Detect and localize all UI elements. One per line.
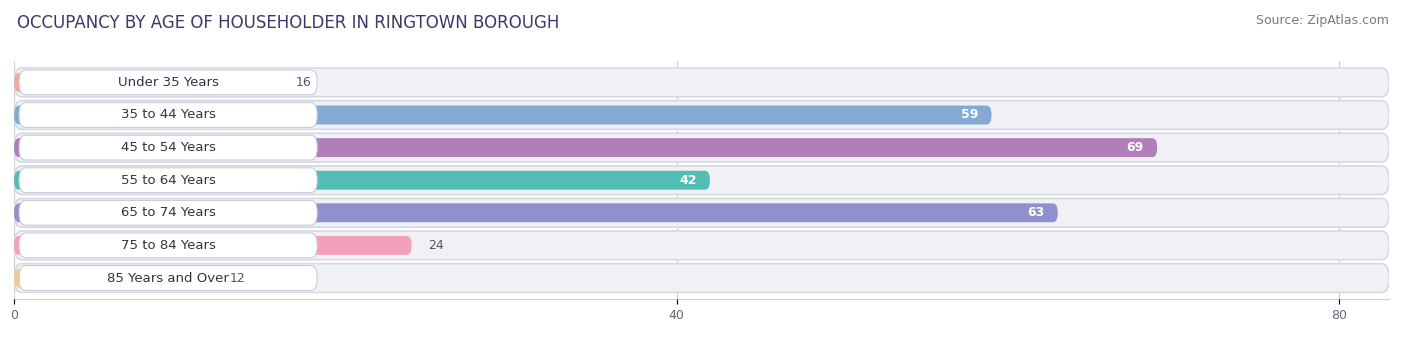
- Text: Under 35 Years: Under 35 Years: [118, 76, 218, 89]
- Text: 63: 63: [1028, 206, 1045, 219]
- FancyBboxPatch shape: [14, 203, 1057, 222]
- FancyBboxPatch shape: [20, 233, 318, 258]
- FancyBboxPatch shape: [20, 135, 318, 160]
- FancyBboxPatch shape: [20, 103, 318, 128]
- FancyBboxPatch shape: [14, 236, 412, 255]
- Text: 42: 42: [679, 174, 696, 187]
- Text: 55 to 64 Years: 55 to 64 Years: [121, 174, 215, 187]
- Text: 85 Years and Over: 85 Years and Over: [107, 272, 229, 285]
- FancyBboxPatch shape: [14, 264, 1389, 292]
- FancyBboxPatch shape: [14, 231, 1389, 260]
- FancyBboxPatch shape: [14, 133, 1389, 162]
- Text: 16: 16: [295, 76, 312, 89]
- FancyBboxPatch shape: [14, 105, 991, 124]
- FancyBboxPatch shape: [14, 269, 212, 287]
- Text: 75 to 84 Years: 75 to 84 Years: [121, 239, 215, 252]
- FancyBboxPatch shape: [14, 199, 1389, 227]
- FancyBboxPatch shape: [14, 73, 280, 92]
- Text: 24: 24: [429, 239, 444, 252]
- FancyBboxPatch shape: [14, 68, 1389, 97]
- FancyBboxPatch shape: [20, 168, 318, 192]
- FancyBboxPatch shape: [14, 101, 1389, 129]
- Text: 65 to 74 Years: 65 to 74 Years: [121, 206, 215, 219]
- Text: 12: 12: [229, 272, 245, 285]
- Text: Source: ZipAtlas.com: Source: ZipAtlas.com: [1256, 14, 1389, 27]
- Text: 59: 59: [960, 108, 979, 121]
- FancyBboxPatch shape: [20, 266, 318, 290]
- FancyBboxPatch shape: [14, 138, 1157, 157]
- FancyBboxPatch shape: [20, 70, 318, 95]
- Text: OCCUPANCY BY AGE OF HOUSEHOLDER IN RINGTOWN BOROUGH: OCCUPANCY BY AGE OF HOUSEHOLDER IN RINGT…: [17, 14, 560, 32]
- FancyBboxPatch shape: [14, 171, 710, 190]
- FancyBboxPatch shape: [20, 200, 318, 225]
- Text: 69: 69: [1126, 141, 1144, 154]
- Text: 35 to 44 Years: 35 to 44 Years: [121, 108, 215, 121]
- FancyBboxPatch shape: [14, 166, 1389, 194]
- Text: 45 to 54 Years: 45 to 54 Years: [121, 141, 215, 154]
